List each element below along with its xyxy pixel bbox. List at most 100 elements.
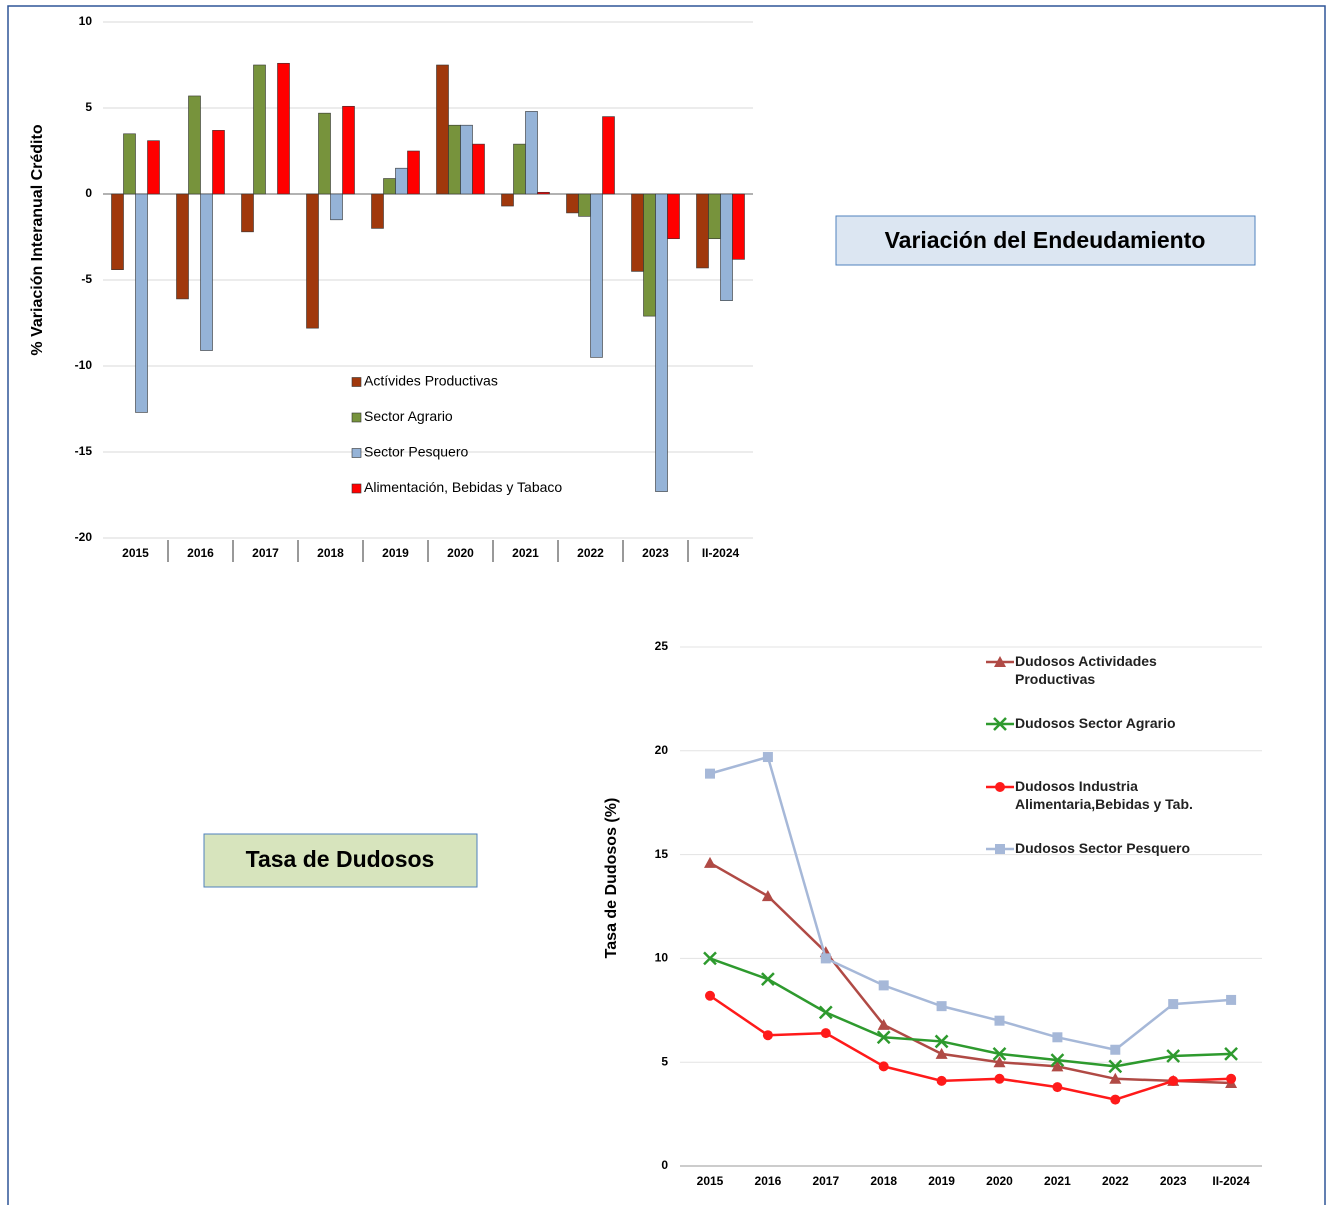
bar [696,193,709,269]
y-axis-title: % Variación Interanual Crédito [29,124,46,355]
frame [7,5,1326,1205]
bar [501,193,514,207]
y-tick-label: 20 [655,743,669,757]
bar [460,124,473,195]
marker [994,656,1006,667]
y-tick-label: 0 [661,1158,668,1172]
annotation: Variación del Endeudamiento [885,227,1206,253]
marker [994,1015,1005,1026]
bar [277,62,290,195]
legend-label: Alimentación, Bebidas y Tabaco [364,479,562,495]
marker [820,1028,831,1039]
annotation-box [203,833,478,888]
marker [762,1030,773,1041]
bar [667,193,680,240]
x-tick-label: 2020 [447,546,474,560]
annotation: Tasa de Dudosos [246,846,435,872]
y-tick-label: 25 [655,639,669,653]
marker [762,752,773,763]
x-tick-label: 2016 [755,1174,782,1188]
marker [993,717,1007,731]
bar [330,193,343,221]
marker [761,890,774,902]
bar [643,193,656,317]
marker [995,844,1005,854]
bar [578,193,591,217]
marker [934,1034,949,1049]
y-tick-label: -20 [75,530,93,544]
marker [1224,1047,1238,1061]
legend-label: Dudosos Actividades Productivas [1015,653,1157,687]
marker [1168,1075,1179,1086]
marker [761,972,775,987]
marker [1050,1053,1065,1068]
marker [1109,1072,1122,1084]
bar [306,193,319,329]
legend-item: Dudosos Actividades Productivas [1015,653,1157,687]
marker [935,1047,948,1059]
x-tick-label: 2021 [1044,1174,1071,1188]
bar [525,111,538,195]
annotation-box [835,215,1256,266]
marker [1110,1044,1121,1055]
marker [705,768,715,779]
marker [705,990,715,1001]
line [709,994,1232,1101]
bar [720,193,733,301]
marker [1110,1094,1121,1105]
bar [188,95,201,195]
marker [1108,1059,1123,1074]
bar [147,140,160,195]
marker [818,1005,833,1020]
legend-item: Dudosos Sector Agrario [1015,715,1176,731]
bar [537,191,550,195]
x-tick-label: 2015 [122,546,149,560]
bar [318,112,331,195]
bar [436,64,449,195]
bar [407,150,420,195]
marker [1168,999,1179,1010]
y-tick-label: 15 [655,847,669,861]
y-tick-label: 10 [79,14,93,28]
marker [995,782,1005,792]
x-tick-label: 2021 [512,546,539,560]
bar [708,193,721,240]
bar [135,193,148,413]
bar [342,105,355,195]
legend-label: Sector Pesquero [364,444,468,460]
x-tick-label: 2018 [870,1174,897,1188]
bar [371,193,384,229]
x-tick-label: II-2024 [702,546,740,560]
marker [704,856,716,868]
x-tick-label: 2019 [382,546,409,560]
line [709,755,1232,1052]
marker [1052,1082,1063,1093]
legend-swatch [351,483,362,494]
marker [994,1073,1005,1084]
bar [383,178,396,195]
x-tick-label: 2023 [1160,1174,1187,1188]
bar [590,193,603,358]
bar [395,167,408,195]
line [709,957,1232,1068]
bar [631,193,644,272]
legend-label: Sector Agrario [364,408,453,424]
y-tick-label: 10 [655,951,669,965]
legend-item: Dudosos Sector Pesquero [1015,840,1190,856]
marker [1052,1032,1063,1043]
y-tick-label: -10 [75,358,93,372]
marker [703,951,717,966]
y-axis-title: Tasa de Dudosos (%) [603,798,620,959]
marker [1226,1073,1237,1084]
x-tick-label: 2023 [642,546,669,560]
bar [111,193,124,270]
x-tick-label: 2017 [812,1174,839,1188]
y-tick-label: 0 [85,186,92,200]
bar [176,193,189,300]
legend-label: Actívides Productivas [364,373,498,389]
bar [448,124,461,195]
marker [1051,1060,1064,1072]
legend-swatch [351,412,362,423]
y-tick-label: 5 [661,1054,668,1068]
bar [732,193,745,260]
